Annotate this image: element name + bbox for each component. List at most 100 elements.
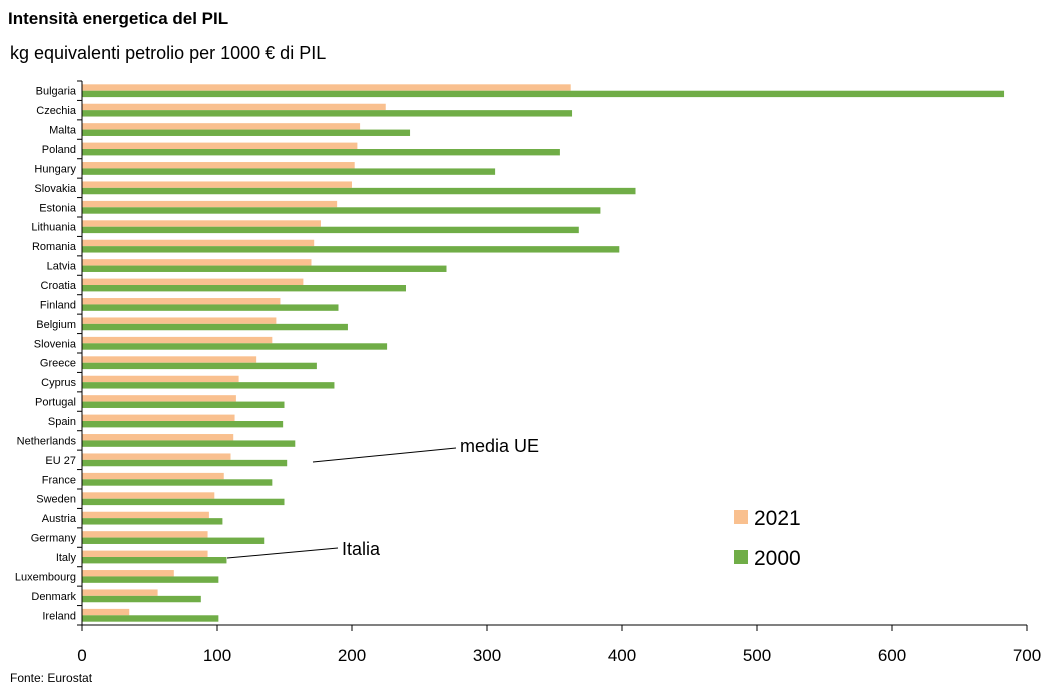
bar-2000-bulgaria [82, 90, 1005, 98]
bar-2021-eu-27 [82, 453, 231, 460]
x-tick-label: 300 [473, 646, 501, 665]
bar-2021-slovakia [82, 181, 352, 188]
x-tick-label: 400 [608, 646, 636, 665]
bar-2000-latvia [82, 265, 447, 272]
bar-2000-poland [82, 149, 560, 156]
bar-2000-belgium [82, 323, 348, 331]
bar-2000-netherlands [82, 440, 296, 447]
bar-2000-ireland [82, 615, 219, 622]
bar-2021-poland [82, 142, 358, 149]
bar-2021-czechia [82, 103, 386, 111]
bar-2021-slovenia [82, 336, 273, 344]
x-tick-label: 0 [77, 646, 86, 665]
bar-2021-lithuania [82, 220, 321, 227]
category-label: Hungary [34, 163, 76, 175]
category-label: Austria [42, 513, 77, 525]
bar-2021-cyprus [82, 375, 239, 383]
category-label: Germany [31, 533, 77, 545]
category-label: Portugal [35, 397, 76, 409]
annotation-leader-line [312, 447, 457, 463]
bar-2021-romania [82, 239, 315, 247]
category-label: Spain [48, 416, 76, 428]
bar-2021-bulgaria [82, 84, 571, 91]
bar-2021-ireland [82, 608, 130, 616]
x-tick-label: 500 [743, 646, 771, 665]
bar-2021-finland [82, 298, 281, 305]
bar-2000-greece [82, 362, 317, 370]
bar-2021-croatia [82, 278, 304, 285]
bar-2000-austria [82, 518, 223, 525]
category-label: Slovenia [34, 338, 77, 350]
bar-2021-belgium [82, 317, 277, 324]
bar-2000-estonia [82, 207, 601, 214]
category-label: Finland [40, 299, 76, 311]
category-label: Sweden [36, 494, 76, 506]
category-label: Poland [42, 144, 76, 156]
category-label: Estonia [39, 202, 77, 214]
bar-2021-latvia [82, 259, 312, 266]
category-label: Czechia [36, 105, 77, 117]
legend-swatch-2000 [734, 550, 748, 564]
category-label: EU 27 [45, 455, 76, 467]
x-tick-label: 100 [203, 646, 231, 665]
category-label: Croatia [41, 280, 77, 292]
category-label: France [42, 474, 76, 486]
annotation-label: media UE [460, 436, 539, 456]
x-tick-label: 700 [1013, 646, 1041, 665]
bar-2000-denmark [82, 595, 201, 603]
bar-2021-estonia [82, 200, 338, 208]
chart-title: Intensità energetica del PIL [8, 9, 229, 28]
bar-2000-malta [82, 129, 411, 136]
category-label: Latvia [47, 261, 77, 273]
bar-2000-hungary [82, 168, 496, 175]
bar-2000-lithuania [82, 226, 579, 234]
category-label: Belgium [36, 319, 76, 331]
category-label: Lithuania [31, 222, 77, 234]
x-tick-label: 600 [878, 646, 906, 665]
bar-2000-slovakia [82, 187, 636, 195]
chart-subtitle: kg equivalenti petrolio per 1000 € di PI… [10, 43, 327, 63]
bar-2000-luxembourg [82, 576, 219, 583]
category-label: Ireland [42, 610, 76, 622]
annotation-leader-line [226, 547, 339, 559]
category-label: Bulgaria [36, 86, 77, 98]
bar-2021-spain [82, 414, 235, 421]
bar-2021-portugal [82, 395, 236, 402]
legend-label: 2000 [754, 547, 801, 570]
bar-2021-malta [82, 123, 361, 130]
bar-2021-denmark [82, 589, 158, 596]
bar-2000-croatia [82, 285, 406, 292]
category-label: Denmark [31, 591, 76, 603]
category-label: Luxembourg [15, 571, 76, 583]
category-label: Slovakia [34, 183, 76, 195]
category-label: Netherlands [17, 435, 77, 447]
bar-2021-netherlands [82, 434, 234, 441]
bar-2000-finland [82, 304, 339, 311]
bar-2000-portugal [82, 401, 285, 408]
category-label: Greece [40, 358, 76, 370]
legend-label: 2021 [754, 507, 801, 530]
bar-2021-italy [82, 550, 208, 557]
bar-2000-czechia [82, 110, 573, 117]
legend-swatch-2021 [734, 510, 748, 524]
annotation-label: Italia [342, 539, 381, 559]
bar-2000-france [82, 479, 273, 486]
bar-2000-germany [82, 537, 265, 544]
bar-2021-luxembourg [82, 570, 174, 577]
bar-2000-italy [82, 557, 227, 564]
bar-2021-austria [82, 511, 209, 519]
bar-2000-cyprus [82, 382, 335, 389]
category-label: Italy [56, 552, 77, 564]
bar-2000-spain [82, 421, 284, 428]
category-label: Malta [49, 125, 77, 137]
category-label: Cyprus [41, 377, 76, 389]
bar-2021-germany [82, 531, 208, 538]
bar-2000-romania [82, 246, 620, 253]
bar-2021-france [82, 472, 224, 480]
bar-2000-slovenia [82, 343, 388, 350]
bar-2021-hungary [82, 162, 355, 169]
bar-2021-greece [82, 356, 257, 363]
bar-2000-sweden [82, 498, 285, 506]
x-tick-label: 200 [338, 646, 366, 665]
